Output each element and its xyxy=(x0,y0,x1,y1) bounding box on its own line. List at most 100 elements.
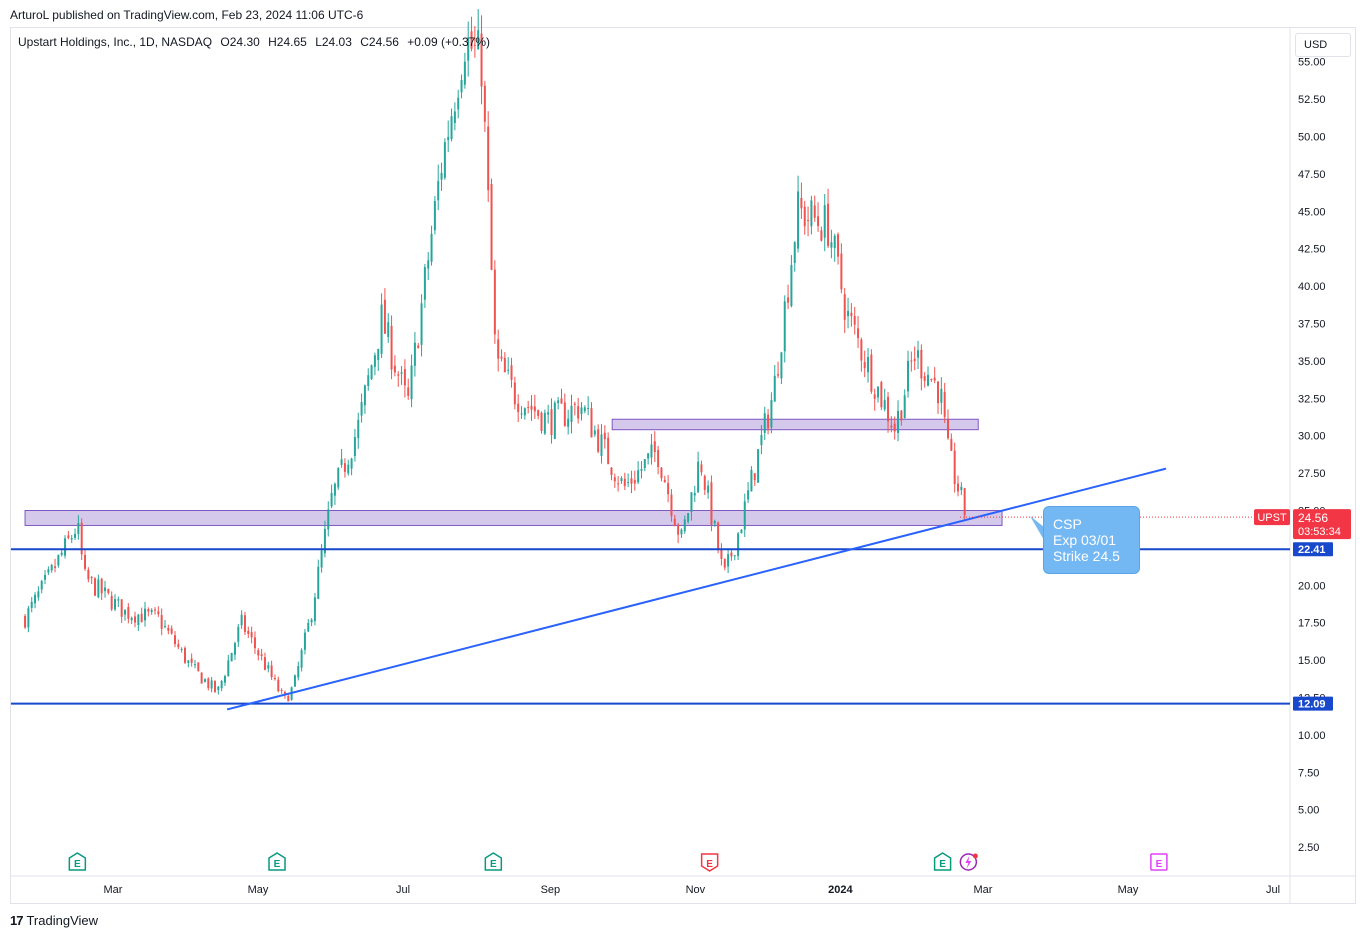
candle-body xyxy=(67,535,70,538)
candle-body xyxy=(643,459,646,469)
candle-body xyxy=(947,419,950,439)
candle-body xyxy=(890,425,893,428)
candle-body xyxy=(793,242,796,263)
candle-body xyxy=(887,396,890,422)
candle-body xyxy=(720,548,723,559)
candle-body xyxy=(97,579,100,598)
candle-body xyxy=(173,635,176,645)
candle-body xyxy=(833,235,836,249)
candle-body xyxy=(210,680,213,689)
level-price-label: 12.09 xyxy=(1298,699,1326,711)
last-price-value: 24.56 xyxy=(1298,511,1328,525)
level-price-tag xyxy=(1293,696,1333,711)
candle-body xyxy=(37,591,40,598)
candle-body xyxy=(803,206,806,227)
candle-body xyxy=(223,676,226,683)
candle-body xyxy=(337,468,340,488)
candle-body xyxy=(783,301,786,352)
candle-body xyxy=(693,492,696,496)
candle-body xyxy=(950,438,953,451)
candle-body xyxy=(823,205,826,238)
candle-body xyxy=(163,625,166,628)
candle-body xyxy=(520,413,523,415)
candle-body xyxy=(940,388,943,403)
candle-body xyxy=(197,662,200,671)
legend-low: L24.03 xyxy=(315,35,352,49)
candle-body xyxy=(610,467,613,475)
candle-body xyxy=(370,365,373,380)
price-tick-label: 47.50 xyxy=(1298,169,1326,181)
candle-body xyxy=(657,449,660,468)
candle-body xyxy=(780,352,783,379)
candle-body xyxy=(787,297,790,303)
candle-body xyxy=(80,522,83,555)
symbol-tag-label: UPST xyxy=(1257,512,1287,524)
candle-body xyxy=(283,692,286,695)
candle-body xyxy=(200,672,203,684)
candle-body xyxy=(240,614,243,626)
symbol-tag xyxy=(1254,509,1290,526)
candle-body xyxy=(250,632,253,638)
csp-note[interactable]: CSP Exp 03/01 Strike 24.5 xyxy=(1043,506,1140,574)
candle-body xyxy=(560,398,563,404)
earnings-icon-letter: E xyxy=(706,859,713,870)
candle-body xyxy=(213,680,216,692)
candle-body xyxy=(957,483,960,492)
candle-body xyxy=(443,142,446,178)
candle-body xyxy=(850,312,853,317)
candle-body xyxy=(933,377,936,381)
candle-body xyxy=(150,609,153,613)
candle-body xyxy=(110,595,113,610)
candle-body xyxy=(437,181,440,201)
price-tick-label: 15.00 xyxy=(1298,655,1326,667)
candle-body xyxy=(790,264,793,307)
candle-body xyxy=(660,467,663,479)
candle-body xyxy=(330,492,333,507)
candle-body xyxy=(217,686,220,691)
chart-frame[interactable] xyxy=(10,27,1356,904)
candle-body xyxy=(233,643,236,655)
candle-body xyxy=(820,230,823,241)
candle-body xyxy=(207,678,210,689)
time-tick-label: May xyxy=(248,884,269,896)
candle-body xyxy=(243,615,246,632)
candle-body xyxy=(687,512,690,522)
candle-body xyxy=(960,486,963,491)
candle-body xyxy=(500,356,503,359)
candle-body xyxy=(707,485,710,493)
support-resistance-zone xyxy=(24,510,1003,526)
candle-body xyxy=(57,554,60,566)
candle-body xyxy=(557,400,560,404)
candle-body xyxy=(800,197,803,209)
price-tick-label: 32.50 xyxy=(1298,393,1326,405)
candle-body xyxy=(390,325,393,370)
candle-body xyxy=(317,566,320,599)
candle-body xyxy=(24,615,27,628)
earnings-icon xyxy=(68,852,87,871)
candle-body xyxy=(703,476,706,490)
candle-body xyxy=(640,469,643,471)
earnings-icon xyxy=(1150,853,1168,871)
candle-body xyxy=(320,550,323,568)
candle-body xyxy=(553,402,556,439)
candle-body xyxy=(543,412,546,434)
candle-body xyxy=(937,381,940,404)
note-line: Exp 03/01 xyxy=(1053,532,1117,548)
candle-body xyxy=(54,566,57,568)
candle-body xyxy=(373,355,376,367)
currency-selector[interactable]: USD xyxy=(1295,33,1351,57)
candle-body xyxy=(273,677,276,679)
price-tick-label: 2.50 xyxy=(1298,842,1319,854)
candle-body xyxy=(50,565,53,571)
candle-body xyxy=(870,354,873,392)
candle-body xyxy=(767,414,770,429)
legend-high: H24.65 xyxy=(268,35,307,49)
level-price-tag xyxy=(1293,542,1333,557)
candle-body xyxy=(433,201,436,231)
candle-body xyxy=(260,654,263,656)
candle-body xyxy=(27,608,30,628)
candle-body xyxy=(307,622,310,632)
candle-body xyxy=(930,378,933,380)
candle-body xyxy=(140,613,143,623)
